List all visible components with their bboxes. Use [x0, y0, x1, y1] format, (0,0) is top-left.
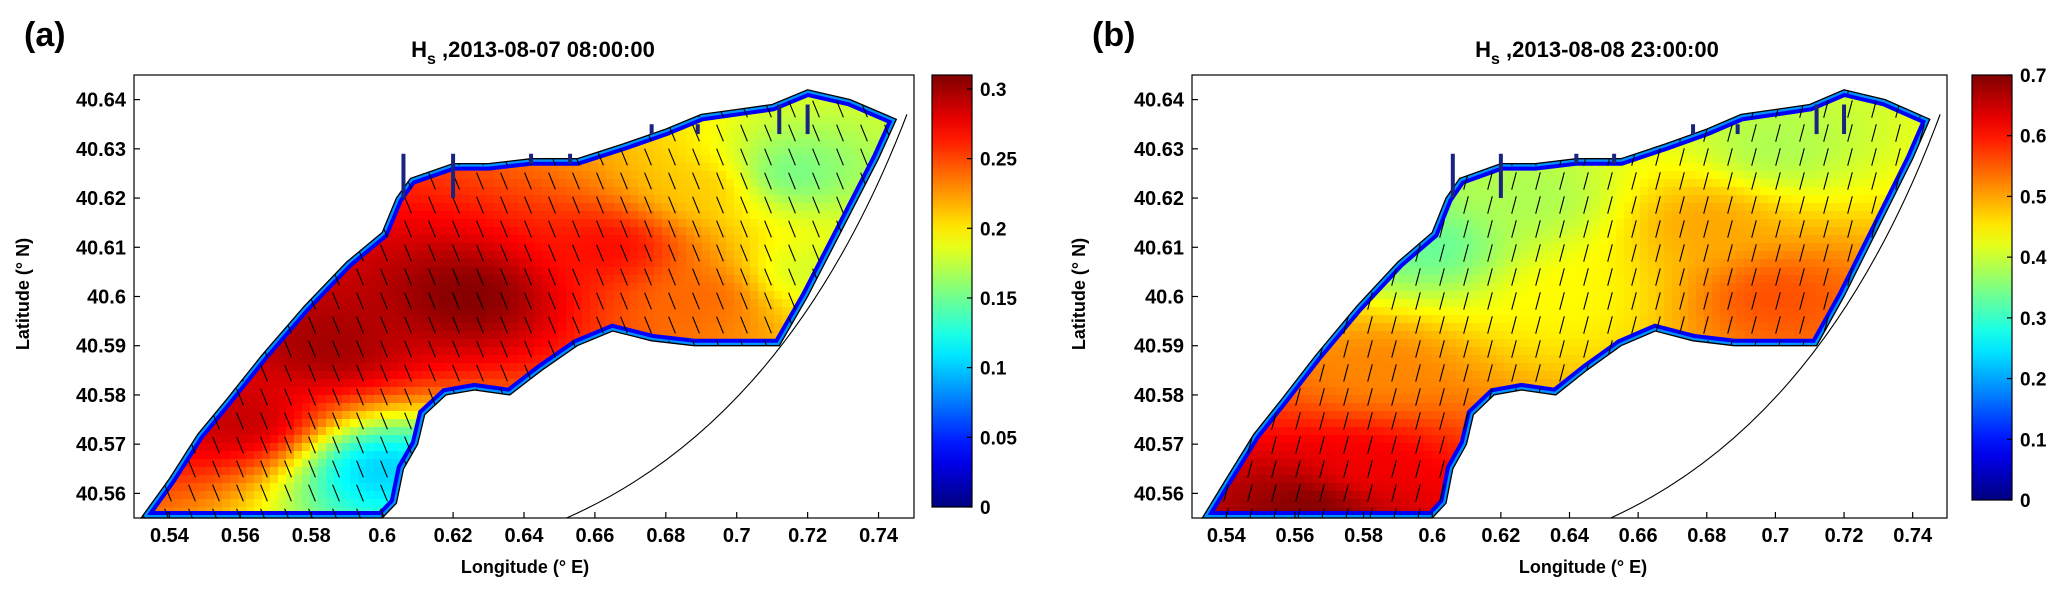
domain-boundary-arc-a	[566, 114, 908, 519]
x-tick-label: 0.62	[434, 525, 473, 547]
x-tick-label: 0.6	[1418, 525, 1446, 547]
y-axis-label-a: Latitude (° N)	[13, 238, 33, 350]
plot-area-b	[1191, 74, 1948, 519]
chart-title-b: Hs ,2013-08-08 23:00:00	[1475, 37, 1719, 68]
colorbar-gradient-b	[1971, 74, 2013, 501]
x-tick-label: 0.74	[859, 525, 899, 547]
colorbar-tick-label: 0.1	[980, 359, 1007, 380]
colorbar-tick-label: 0	[2020, 491, 2031, 512]
y-axis-label-b: Latitude (° N)	[1069, 238, 1089, 350]
x-tick-label: 0.72	[1825, 525, 1864, 547]
panel-b: (b) Hs ,2013-08-08 23:00:00 0.54 0.56 0.58…	[1069, 16, 2047, 577]
colorbar-b: 0 0.1 0.2 0.3 0.4 0.5 0.6 0.7	[1971, 66, 2047, 512]
y-tick-label: 40.59	[1134, 336, 1184, 358]
x-tick-label: 0.74	[1893, 525, 1933, 547]
y-tick-label: 40.64	[76, 90, 127, 112]
y-tick-label: 40.57	[76, 434, 126, 456]
y-tick-label: 40.58	[1134, 385, 1184, 407]
y-tick-label: 40.63	[76, 139, 126, 161]
y-tick-label: 40.61	[76, 237, 126, 259]
y-tick-label: 40.6	[1145, 287, 1184, 309]
x-tick-label: 0.64	[505, 525, 545, 547]
colorbar-gradient-a	[931, 74, 973, 508]
y-tick-label: 40.6	[87, 287, 126, 309]
x-tick-label: 0.7	[723, 525, 751, 547]
colorbar-tick-label: 0.7	[2020, 66, 2046, 87]
panel-label-a: (a)	[24, 16, 66, 54]
y-tick-label: 40.62	[76, 188, 126, 210]
shoreline-a	[139, 89, 898, 519]
x-tick-label: 0.54	[150, 525, 190, 547]
x-tick-label: 0.58	[292, 525, 331, 547]
colorbar-tick-label: 0.2	[980, 219, 1006, 240]
x-axis-label-b: Longitude (° E)	[1519, 557, 1647, 577]
chart-title-a: Hs ,2013-08-07 08:00:00	[411, 37, 655, 68]
colorbar-tick-label: 0.3	[2020, 309, 2046, 330]
domain-boundary-arc-b	[1610, 114, 1941, 519]
y-tick-label: 40.61	[1134, 237, 1184, 259]
x-tick-label: 0.64	[1550, 525, 1590, 547]
x-axis-a: 0.54 0.56 0.58 0.6 0.62 0.64 0.66 0.68 0.7 0.72 0.…	[150, 512, 899, 547]
x-tick-label: 0.6	[368, 525, 396, 547]
y-axis-b: 40.56 40.57 40.58 40.59 40.6 40.61 40.62 40.63 4…	[1134, 90, 1198, 505]
y-tick-label: 40.56	[76, 483, 126, 505]
colorbar-tick-label: 0.5	[2020, 187, 2047, 208]
x-tick-label: 0.72	[788, 525, 827, 547]
colorbar-tick-label: 0.1	[2020, 430, 2047, 451]
x-tick-label: 0.56	[1275, 525, 1314, 547]
y-tick-label: 40.63	[1134, 139, 1184, 161]
colorbar-a: 0 0.05 0.1 0.15 0.2 0.25 0.3	[931, 74, 1017, 519]
panel-a: (a) Hs ,2013-08-07 08:00:00 0.54 0.56 0.58…	[13, 16, 1017, 577]
y-tick-label: 40.58	[76, 385, 126, 407]
x-tick-label: 0.66	[575, 525, 614, 547]
y-tick-label: 40.56	[1134, 483, 1184, 505]
x-tick-label: 0.7	[1762, 525, 1790, 547]
colorbar-tick-label: 0.15	[980, 289, 1017, 310]
y-tick-label: 40.62	[1134, 188, 1184, 210]
colorbar-tick-label: 0.25	[980, 150, 1017, 171]
colorbar-tick-label: 0	[980, 498, 991, 519]
x-tick-label: 0.68	[646, 525, 685, 547]
colorbar-tick-label: 0.3	[980, 80, 1006, 101]
plot-area-a	[133, 74, 915, 519]
y-tick-label: 40.64	[1134, 90, 1185, 112]
x-tick-label: 0.68	[1687, 525, 1726, 547]
x-axis-label-a: Longitude (° E)	[461, 557, 589, 577]
x-tick-label: 0.54	[1207, 525, 1247, 547]
colorbar-tick-label: 0.05	[980, 428, 1017, 449]
y-tick-label: 40.59	[76, 336, 126, 358]
colorbar-tick-label: 0.6	[2020, 127, 2046, 148]
x-tick-label: 0.62	[1481, 525, 1520, 547]
shoreline-b	[1201, 89, 1931, 519]
x-axis-b: 0.54 0.56 0.58 0.6 0.62 0.64 0.66 0.68 0.7 0.72 0.…	[1207, 512, 1933, 547]
x-tick-label: 0.58	[1344, 525, 1383, 547]
x-tick-label: 0.66	[1619, 525, 1658, 547]
x-tick-label: 0.56	[221, 525, 260, 547]
y-axis-a: 40.56 40.57 40.58 40.59 40.6 40.61 40.62 40.63 4…	[76, 90, 140, 505]
colorbar-tick-label: 0.4	[2020, 248, 2047, 269]
y-tick-label: 40.57	[1134, 434, 1184, 456]
panel-label-b: (b)	[1092, 16, 1135, 54]
colorbar-tick-label: 0.2	[2020, 370, 2046, 391]
